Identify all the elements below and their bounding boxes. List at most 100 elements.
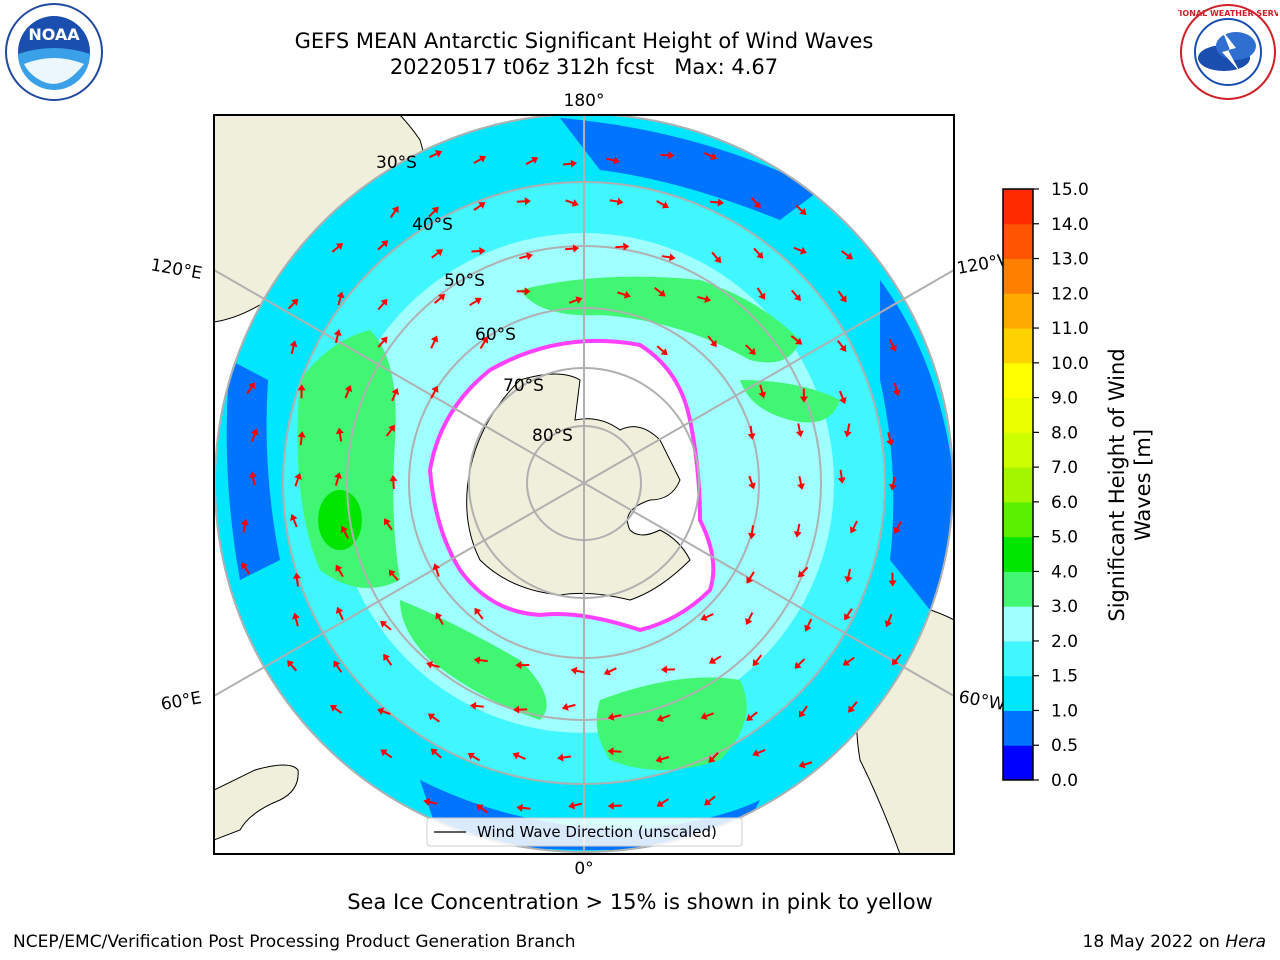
colorbar-segment: [1003, 571, 1033, 607]
wave-direction-arrow: [656, 714, 671, 722]
colorbar-label-line1: Significant Height of Wind: [1105, 348, 1129, 621]
wave-direction-arrow: [797, 476, 805, 490]
wave-direction-arrow: [287, 298, 299, 310]
colorbar-segment: [1003, 189, 1033, 225]
colorbar-tick-label: 10.0: [1051, 354, 1089, 374]
wave-direction-arrow: [656, 798, 669, 807]
wave-direction-arrow: [383, 518, 393, 531]
wave-direction-arrow: [334, 472, 342, 486]
wave-direction-arrow: [603, 667, 617, 676]
colorbar-segment: [1003, 293, 1033, 329]
colorbar: 0.0 0.5 1.0 1.5 2.0 3.0 4.0 5.0 6.0 7.0 8.0 9.0 10.0…: [1002, 180, 1089, 791]
wave-direction-arrow: [335, 427, 344, 442]
colorbar-tick-label: 3.0: [1051, 597, 1078, 617]
wave-direction-arrow: [388, 569, 399, 581]
wave-direction-arrow: [430, 335, 439, 349]
wave-direction-arrow: [515, 661, 530, 670]
colorbar-segment: [1003, 258, 1033, 294]
wave-direction-arrow: [377, 336, 388, 348]
wave-direction-arrow: [479, 336, 489, 349]
wave-direction-arrow: [377, 298, 388, 311]
wave-direction-arrow: [700, 613, 714, 621]
wave-direction-arrow: [745, 612, 754, 626]
colorbar-segment: [1003, 536, 1033, 572]
wave-direction-arrow: [615, 242, 630, 251]
wave-direction-arrow: [331, 243, 344, 253]
wave-direction-arrow: [837, 469, 846, 484]
wave-direction-arrow: [330, 705, 343, 714]
high-wave-patch-5: [740, 380, 840, 423]
wave-direction-arrow: [380, 749, 393, 759]
wave-direction-arrow: [758, 384, 767, 399]
wave-direction-arrow: [471, 246, 486, 255]
wave-direction-arrow: [435, 612, 444, 625]
peak-wave-core: [318, 490, 362, 550]
wave-direction-arrow: [837, 290, 847, 303]
footer-date: 18 May 2022 on Hera: [1083, 932, 1267, 952]
wave-direction-arrow: [297, 384, 306, 399]
colorbar-tick-label: 1.0: [1051, 701, 1078, 721]
wave-direction-arrow: [240, 518, 249, 533]
wave-direction-arrow: [377, 707, 391, 716]
wave-direction-arrow: [516, 197, 531, 206]
colorbar-segment: [1003, 362, 1033, 399]
colorbar-segment: [1003, 675, 1033, 711]
wave-direction-arrow: [607, 712, 622, 721]
wave-direction-arrow: [335, 606, 344, 621]
colorbar-tick-label: 7.0: [1051, 458, 1078, 478]
wave-direction-arrow: [747, 525, 756, 540]
wave-direction-arrow: [697, 295, 712, 303]
colorbar-segment: [1003, 606, 1033, 642]
footer-credit: NCEP/EMC/Verification Post Processing Pr…: [13, 932, 576, 952]
wave-direction-arrow: [519, 252, 533, 261]
lat-label-80s: 80°S: [532, 426, 573, 446]
lat-label-30s: 30°S: [376, 153, 417, 173]
colorbar-segment: [1003, 432, 1033, 468]
legend-label: Wind Wave Direction (unscaled): [477, 823, 717, 841]
wave-direction-arrow: [513, 705, 528, 714]
wave-direction-arrow: [389, 475, 398, 490]
footer-machine: Hera: [1225, 932, 1266, 952]
wave-direction-arrow: [711, 251, 722, 264]
wave-direction-arrow: [888, 338, 897, 352]
wave-direction-arrow: [750, 197, 761, 209]
wave-direction-arrow: [752, 748, 766, 757]
colorbar-tick-label: 9.0: [1051, 389, 1078, 409]
wave-direction-arrow: [241, 562, 251, 575]
wave-direction-arrow: [660, 665, 675, 674]
wave-direction-arrow: [891, 653, 902, 666]
wave-direction-arrow: [340, 525, 349, 539]
wave-direction-arrow: [756, 287, 766, 300]
lat-label-40s: 40°S: [412, 215, 453, 235]
wave-direction-arrow: [849, 520, 858, 534]
wave-direction-arrow: [333, 660, 343, 673]
wave-direction-arrow: [383, 653, 393, 666]
low-wave-band-west: [226, 360, 280, 580]
wave-direction-arrow: [249, 471, 257, 486]
wave-direction-arrow: [431, 249, 443, 259]
wave-direction-arrow: [473, 155, 487, 164]
wave-direction-arrow: [565, 244, 580, 253]
wave-direction-arrow: [525, 156, 539, 166]
wave-direction-arrow: [516, 803, 531, 812]
wave-direction-arrow: [389, 205, 399, 219]
sea-ice-caption: Sea Ice Concentration > 15% is shown in …: [347, 890, 933, 914]
lon-label-180: 180°: [564, 91, 605, 111]
wave-direction-arrow: [434, 293, 446, 304]
colorbar-tick-label: 15.0: [1051, 180, 1089, 200]
wave-direction-arrow: [661, 253, 676, 262]
map-border: [213, 114, 955, 855]
wave-direction-arrow: [842, 656, 855, 666]
wave-direction-arrow: [844, 568, 853, 583]
wave-direction-arrow: [427, 713, 440, 723]
wave-direction-arrow: [654, 286, 666, 297]
wave-direction-arrow: [790, 335, 803, 345]
wave-direction-arrow: [430, 748, 442, 759]
wave-direction-arrow: [294, 472, 302, 487]
wave-direction-arrow: [886, 432, 894, 446]
wave-direction-arrow: [747, 425, 756, 440]
wave-direction-arrow: [798, 705, 808, 718]
nws-logo: NATIONAL WEATHER SERVICE: [1178, 4, 1278, 100]
wave-direction-arrow: [700, 712, 714, 720]
